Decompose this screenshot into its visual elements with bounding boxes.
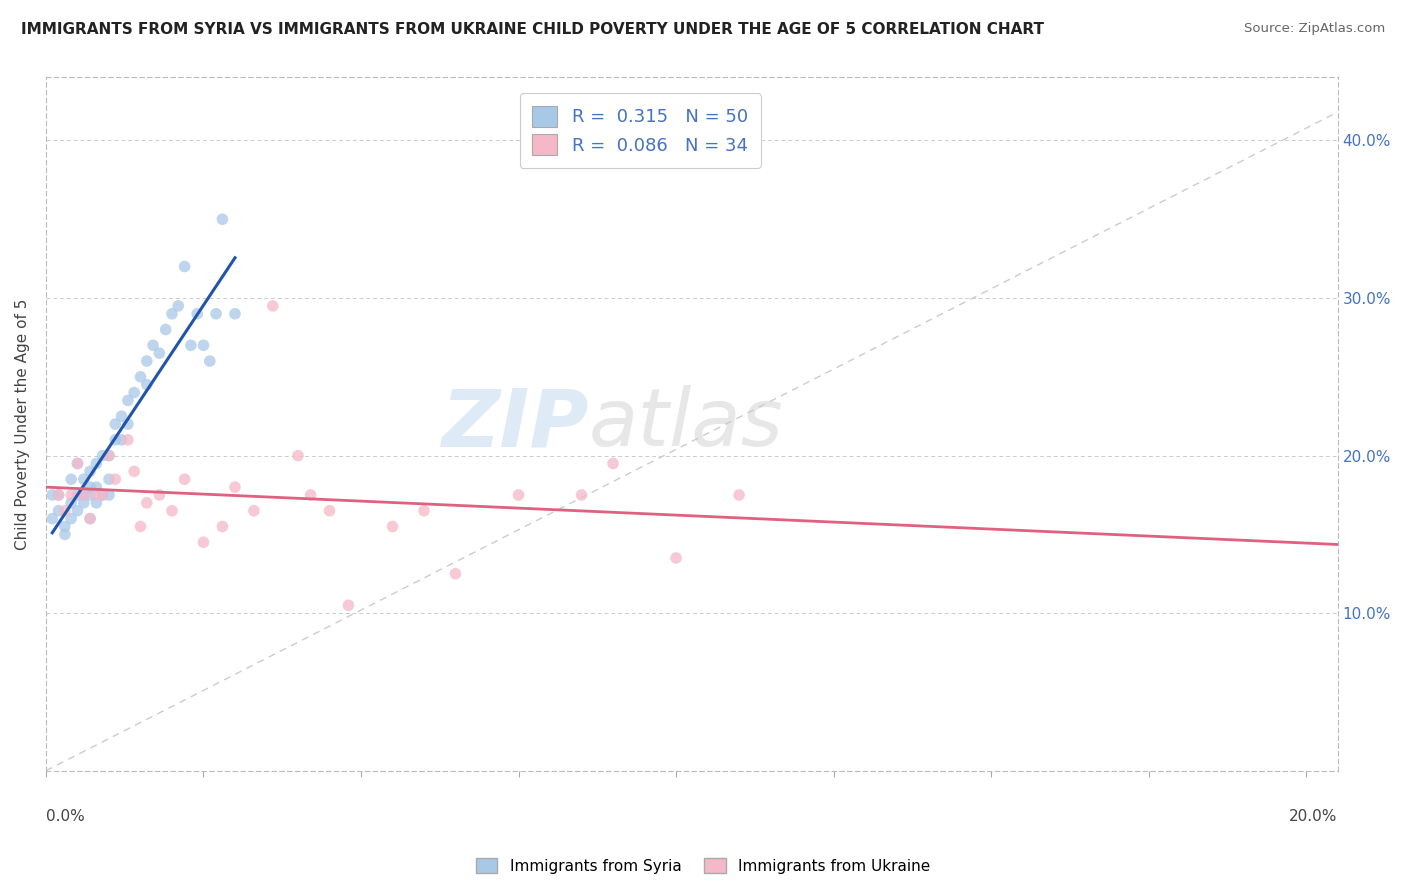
Point [211,212,233,227]
Point [79,511,101,525]
Point [79,488,101,502]
Y-axis label: Child Poverty Under the Age of 5: Child Poverty Under the Age of 5 [15,299,30,549]
Point [53,527,76,541]
Point [60,511,83,525]
Point [60,496,83,510]
Point [104,433,127,447]
Point [155,322,177,336]
Point [193,535,215,549]
Point [86,480,108,494]
Point [66,457,89,471]
Point [104,417,127,431]
Point [571,488,593,502]
Point [73,496,96,510]
Point [148,488,170,502]
Point [86,457,108,471]
Point [160,307,183,321]
Point [129,519,152,533]
Point [110,409,132,424]
Point [224,480,246,494]
Point [243,504,266,518]
Point [98,449,121,463]
Point [117,417,139,431]
Point [180,338,202,352]
Point [79,480,101,494]
Point [66,504,89,518]
Point [73,488,96,502]
Point [198,354,221,368]
Point [122,464,145,478]
Point [728,488,751,502]
Point [337,599,360,613]
Point [79,464,101,478]
Point [48,488,70,502]
Legend: Immigrants from Syria, Immigrants from Ukraine: Immigrants from Syria, Immigrants from U… [470,852,936,880]
Point [73,488,96,502]
Legend: R =  0.315   N = 50, R =  0.086   N = 34: R = 0.315 N = 50, R = 0.086 N = 34 [520,94,761,168]
Point [193,338,215,352]
Point [79,511,101,525]
Point [60,488,83,502]
Point [211,519,233,533]
Point [98,449,121,463]
Point [98,472,121,486]
Point [41,488,63,502]
Point [98,488,121,502]
Point [299,488,322,502]
Point [91,449,114,463]
Text: atlas: atlas [589,385,783,463]
Point [122,385,145,400]
Point [66,488,89,502]
Point [381,519,404,533]
Point [262,299,284,313]
Point [224,307,246,321]
Point [53,519,76,533]
Point [186,307,208,321]
Point [135,377,157,392]
Text: 0.0%: 0.0% [46,809,84,824]
Point [48,488,70,502]
Point [508,488,530,502]
Point [110,433,132,447]
Point [60,472,83,486]
Point [205,307,228,321]
Point [48,504,70,518]
Point [91,488,114,502]
Point [73,472,96,486]
Point [444,566,467,581]
Text: ZIP: ZIP [441,385,589,463]
Point [86,496,108,510]
Point [129,369,152,384]
Point [160,504,183,518]
Point [117,393,139,408]
Point [104,472,127,486]
Point [148,346,170,360]
Point [117,433,139,447]
Point [287,449,309,463]
Point [602,457,624,471]
Text: IMMIGRANTS FROM SYRIA VS IMMIGRANTS FROM UKRAINE CHILD POVERTY UNDER THE AGE OF : IMMIGRANTS FROM SYRIA VS IMMIGRANTS FROM… [21,22,1045,37]
Point [173,472,195,486]
Text: 20.0%: 20.0% [1289,809,1337,824]
Point [142,338,165,352]
Text: Source: ZipAtlas.com: Source: ZipAtlas.com [1244,22,1385,36]
Point [86,488,108,502]
Point [173,260,195,274]
Point [135,354,157,368]
Point [665,551,688,566]
Point [135,496,157,510]
Point [66,457,89,471]
Point [167,299,190,313]
Point [413,504,436,518]
Point [318,504,340,518]
Point [53,504,76,518]
Point [41,511,63,525]
Point [91,488,114,502]
